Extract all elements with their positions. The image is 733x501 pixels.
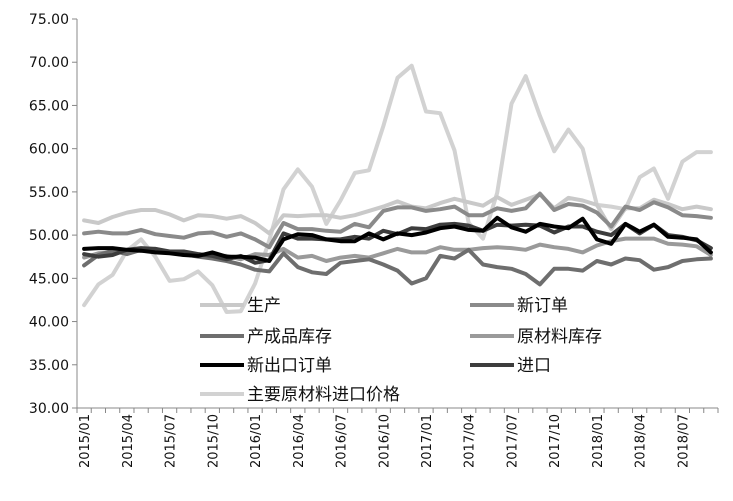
x-tick-label: 2015/01 <box>78 414 93 468</box>
series-line-0 <box>82 192 713 236</box>
legend-label-6: 主要原材料进口价格 <box>247 385 400 405</box>
x-tick-label: 2015/07 <box>164 414 179 468</box>
x-tick-label: 2016/07 <box>335 414 350 468</box>
legend-label-0: 生产 <box>247 296 281 316</box>
series-line-1 <box>82 191 713 250</box>
x-tick-label: 2017/10 <box>548 414 563 468</box>
y-tick-label: 50.00 <box>29 228 69 244</box>
x-tick-label: 2018/07 <box>676 414 691 468</box>
x-tick-label: 2016/10 <box>377 414 392 468</box>
series-line-6 <box>82 63 713 314</box>
plot-area: 30.00 35.00 40.00 45.00 50.00 55.00 60.00 65.00… <box>29 12 719 468</box>
x-tick-label: 2018/01 <box>591 414 606 468</box>
x-tick-label: 2015/10 <box>206 414 221 468</box>
series-line-5 <box>82 221 713 265</box>
x-tick-label: 2016/04 <box>292 414 307 468</box>
y-tick-label: 30.00 <box>29 401 69 417</box>
y-tick-label: 35.00 <box>29 358 69 374</box>
x-tick-label: 2017/04 <box>463 414 478 468</box>
legend-label-1: 新订单 <box>517 296 568 316</box>
y-tick-label: 55.00 <box>29 185 69 201</box>
legend-label-5: 进口 <box>517 356 551 376</box>
x-tick-label: 2017/07 <box>505 414 520 468</box>
y-tick-label: 40.00 <box>29 315 69 331</box>
y-tick-label: 75.00 <box>29 12 69 28</box>
x-tick-label: 2018/04 <box>634 414 649 468</box>
x-tick-label: 2017/01 <box>420 414 435 468</box>
x-tick-label: 2016/01 <box>249 414 264 468</box>
y-tick-label: 65.00 <box>29 98 69 114</box>
y-tick-label: 60.00 <box>29 142 69 158</box>
series-line-4 <box>82 215 713 263</box>
y-tick-label: 45.00 <box>29 271 69 287</box>
x-tick-label: 2015/04 <box>121 414 136 468</box>
legend-label-4: 新出口订单 <box>247 356 332 376</box>
legend-label-3: 原材料库存 <box>517 327 602 347</box>
legend-label-2: 产成品库存 <box>247 327 332 347</box>
y-tick-label: 70.00 <box>29 55 69 71</box>
